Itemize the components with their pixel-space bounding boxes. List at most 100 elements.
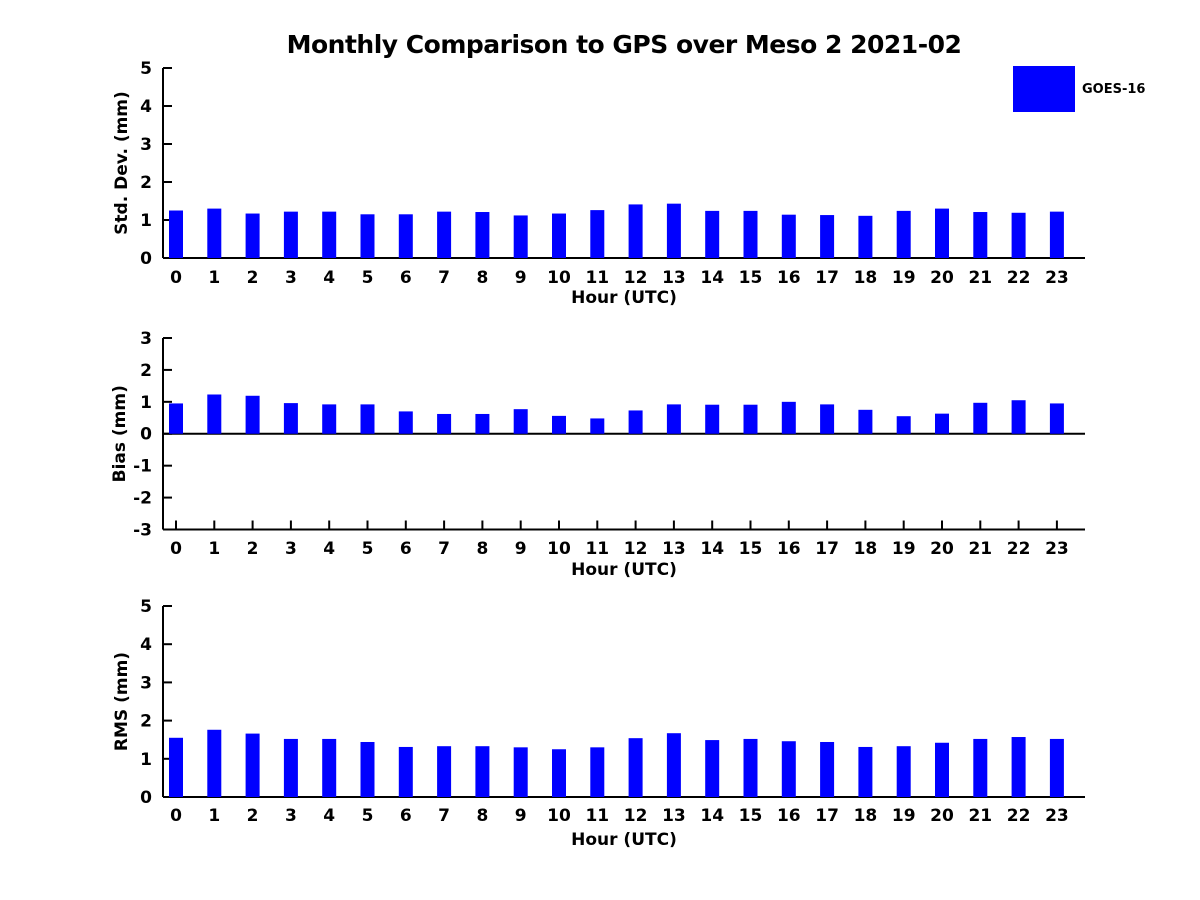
- bar-bias-hour-21: [973, 402, 988, 434]
- bar-std-dev-hour-8: [475, 212, 490, 258]
- y-axis-label: RMS (mm): [112, 652, 132, 751]
- bar-bias-hour-15: [743, 404, 758, 434]
- x-tick-label: 22: [1007, 539, 1031, 559]
- bar-rms-hour-0: [169, 737, 183, 797]
- x-axis-label: Hour (UTC): [571, 560, 677, 580]
- x-tick-label: 22: [1007, 268, 1031, 288]
- y-tick-label: 3: [140, 135, 152, 155]
- bar-bias-hour-7: [437, 413, 452, 434]
- x-tick-label: 7: [438, 806, 450, 826]
- x-tick-label: 0: [170, 539, 182, 559]
- bar-rms-hour-23: [1049, 738, 1064, 797]
- x-tick-label: 9: [515, 268, 527, 288]
- x-tick-label: 11: [585, 268, 609, 288]
- bar-rms-hour-16: [781, 741, 796, 797]
- bar-rms-hour-20: [935, 742, 949, 797]
- bar-bias-hour-3: [283, 403, 298, 434]
- x-tick-label: 16: [777, 806, 801, 826]
- x-tick-label: 22: [1007, 806, 1031, 826]
- bar-bias-hour-2: [245, 395, 260, 434]
- x-tick-label: 14: [700, 268, 724, 288]
- x-tick-label: 20: [930, 806, 954, 826]
- y-tick-label: -1: [133, 457, 152, 477]
- bar-bias-hour-12: [628, 410, 643, 434]
- x-tick-label: 3: [285, 268, 297, 288]
- bar-bias-hour-22: [1011, 400, 1026, 434]
- x-tick-label: 5: [362, 268, 374, 288]
- y-tick-label: 4: [140, 635, 152, 655]
- x-tick-label: 1: [208, 268, 220, 288]
- x-tick-label: 15: [739, 268, 763, 288]
- bar-rms-hour-1: [207, 729, 222, 797]
- x-tick-label: 18: [854, 806, 878, 826]
- x-tick-label: 12: [624, 806, 648, 826]
- y-tick-label: 0: [140, 788, 152, 808]
- bar-bias-hour-8: [475, 413, 490, 434]
- x-tick-label: 15: [739, 539, 763, 559]
- bar-rms-hour-10: [552, 749, 566, 797]
- bar-rms-hour-15: [743, 738, 758, 797]
- x-tick-label: 6: [400, 806, 412, 826]
- bar-std-dev-hour-13: [666, 203, 681, 258]
- x-tick-label: 1: [208, 806, 220, 826]
- y-tick-label: 5: [140, 59, 152, 79]
- x-tick-label: 10: [547, 806, 571, 826]
- x-tick-label: 0: [170, 806, 182, 826]
- x-tick-label: 11: [585, 806, 609, 826]
- bar-rms-hour-4: [322, 738, 337, 797]
- bar-std-dev-hour-14: [705, 210, 720, 258]
- bar-bias-hour-11: [590, 418, 605, 434]
- bar-std-dev-hour-5: [360, 214, 375, 258]
- bar-rms-hour-21: [973, 738, 988, 797]
- bar-bias-hour-18: [858, 409, 873, 434]
- y-tick-label: -2: [133, 489, 152, 509]
- x-tick-label: 12: [624, 539, 648, 559]
- y-tick-label: 3: [140, 673, 152, 693]
- x-tick-label: 15: [739, 806, 763, 826]
- y-tick-label: -3: [133, 520, 152, 540]
- y-axis-label: Bias (mm): [110, 385, 130, 482]
- x-tick-label: 13: [662, 539, 686, 559]
- bar-rms-hour-8: [475, 746, 490, 797]
- x-tick-label: 21: [968, 806, 992, 826]
- bar-rms-hour-2: [245, 733, 260, 797]
- bar-std-dev-hour-4: [322, 211, 337, 258]
- bar-bias-hour-0: [169, 403, 183, 434]
- x-tick-label: 9: [515, 539, 527, 559]
- bar-rms-hour-14: [705, 740, 720, 797]
- x-tick-label: 18: [854, 268, 878, 288]
- y-tick-label: 0: [140, 425, 152, 445]
- bar-bias-hour-17: [820, 404, 835, 434]
- bar-rms-hour-13: [666, 733, 681, 797]
- x-tick-label: 13: [662, 268, 686, 288]
- x-tick-label: 0: [170, 268, 182, 288]
- x-tick-label: 13: [662, 806, 686, 826]
- bar-rms-hour-19: [896, 746, 911, 797]
- x-tick-label: 18: [854, 539, 878, 559]
- y-tick-label: 1: [140, 211, 152, 231]
- x-tick-label: 17: [815, 268, 839, 288]
- y-tick-label: 0: [140, 249, 152, 269]
- bar-std-dev-hour-22: [1011, 212, 1026, 258]
- y-tick-label: 4: [140, 97, 152, 117]
- y-tick-label: 1: [140, 750, 152, 770]
- x-tick-label: 8: [476, 806, 488, 826]
- x-tick-label: 9: [515, 806, 527, 826]
- x-tick-label: 20: [930, 539, 954, 559]
- y-tick-label: 3: [140, 329, 152, 349]
- x-tick-label: 5: [362, 539, 374, 559]
- x-tick-label: 20: [930, 268, 954, 288]
- x-tick-label: 3: [285, 806, 297, 826]
- y-tick-label: 1: [140, 393, 152, 413]
- x-tick-label: 11: [585, 539, 609, 559]
- bar-std-dev-hour-23: [1049, 211, 1064, 258]
- bar-std-dev-hour-18: [858, 215, 873, 258]
- bar-std-dev-hour-21: [973, 212, 988, 258]
- x-tick-label: 16: [777, 268, 801, 288]
- x-tick-label: 4: [323, 539, 335, 559]
- x-tick-label: 8: [476, 539, 488, 559]
- bar-rms-hour-6: [398, 746, 413, 797]
- bar-bias-hour-10: [552, 415, 566, 434]
- bar-std-dev-hour-0: [169, 210, 183, 258]
